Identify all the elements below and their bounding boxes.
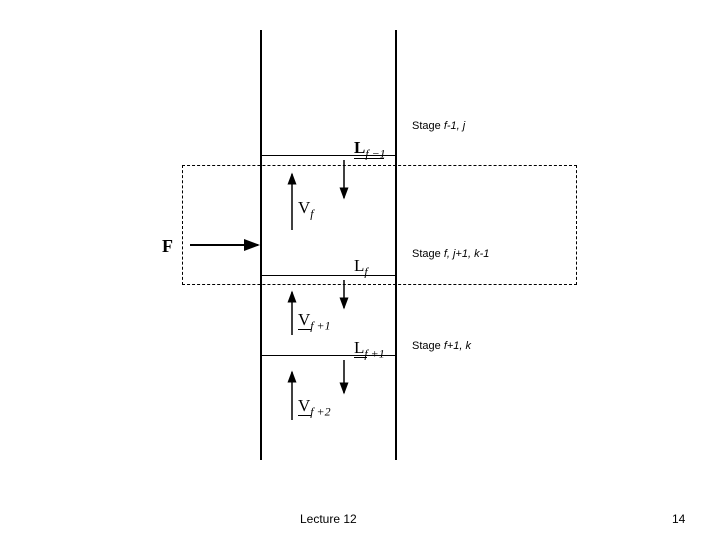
- underline-Lf: [354, 275, 376, 276]
- label-Vfp2-sub: f +2: [310, 404, 330, 418]
- label-Vf-sub: f: [310, 206, 313, 220]
- stage-fm1-prefix: Stage: [412, 120, 444, 132]
- underline-Vfp2: [298, 415, 311, 416]
- label-Lfp1-main: L: [354, 338, 364, 357]
- footer-page: 14: [672, 512, 685, 526]
- stage-fm1-expr: f-1, j: [444, 120, 465, 132]
- underline-Lfp1: [354, 357, 367, 358]
- label-Vfp1-sub: f +1: [310, 318, 330, 332]
- label-F: F: [162, 236, 173, 257]
- label-Vfp1-main: V: [298, 310, 310, 329]
- stage-fp1-expr: f+1, k: [444, 340, 471, 352]
- label-Lf-main: L: [354, 256, 364, 275]
- diagram-canvas: F Lf −1 Vf Lf Vf +1 Lf +1 Vf +2 Stage f-…: [0, 0, 720, 540]
- stage-f-prefix: Stage: [412, 248, 444, 260]
- stage-label-fp1: Stage f+1, k: [412, 340, 471, 352]
- stage-f-expr: f, j+1, k-1: [444, 248, 490, 260]
- label-Vfp2-main: V: [298, 396, 310, 415]
- label-Lf-sub: f: [364, 264, 367, 278]
- label-Vf-main: V: [298, 198, 310, 217]
- label-Lfp1-sub: f +1: [364, 346, 384, 360]
- underline-Vfp1: [298, 329, 311, 330]
- label-Lfm1-main: L: [354, 138, 365, 157]
- stage-label-f: Stage f, j+1, k-1: [412, 248, 489, 260]
- underline-Lfm1: [354, 158, 384, 159]
- stage-fp1-prefix: Stage: [412, 340, 444, 352]
- label-F-text: F: [162, 236, 173, 256]
- stage-label-fm1: Stage f-1, j: [412, 120, 465, 132]
- footer-lecture: Lecture 12: [300, 512, 357, 526]
- label-Vf: Vf: [298, 198, 314, 221]
